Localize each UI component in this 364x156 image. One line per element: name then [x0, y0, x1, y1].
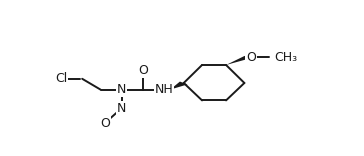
Polygon shape: [226, 56, 250, 65]
Text: O: O: [246, 51, 256, 64]
Text: N: N: [117, 83, 126, 96]
Text: N: N: [117, 102, 126, 115]
Polygon shape: [170, 82, 187, 90]
Text: Cl: Cl: [55, 72, 67, 85]
Text: O: O: [138, 64, 148, 77]
Text: O: O: [100, 117, 110, 130]
Text: CH₃: CH₃: [274, 51, 297, 64]
Text: NH: NH: [155, 83, 173, 96]
